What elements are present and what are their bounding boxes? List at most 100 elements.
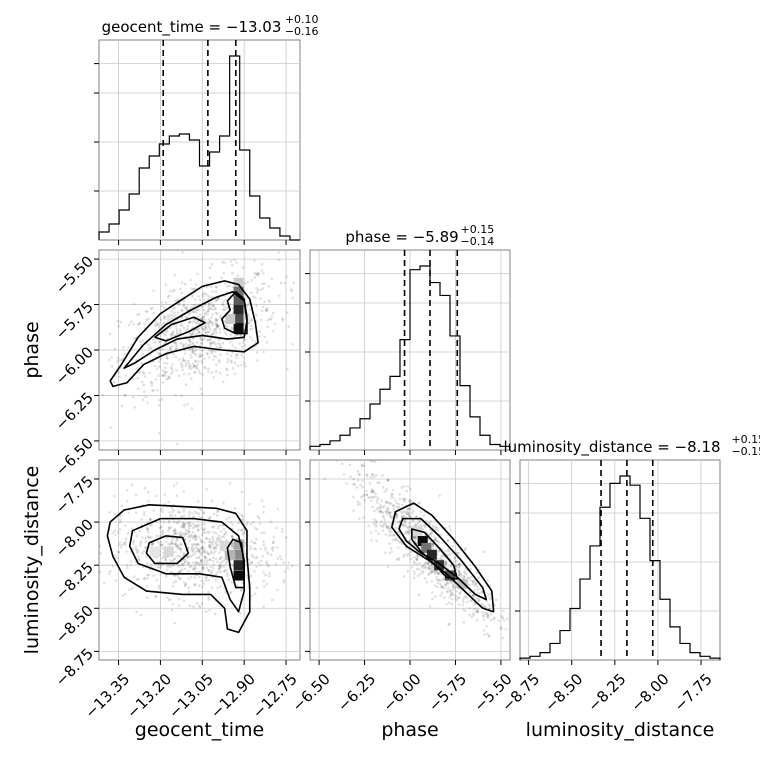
sample-point	[215, 326, 219, 329]
sample-point	[377, 510, 381, 513]
sample-point	[416, 556, 419, 559]
sample-point	[402, 498, 405, 501]
sample-point	[271, 549, 275, 552]
sample-point	[424, 566, 427, 570]
sample-point	[404, 511, 408, 514]
sample-point	[226, 574, 229, 577]
sample-point	[212, 327, 216, 331]
sample-point	[452, 582, 456, 585]
sample-point	[448, 525, 451, 528]
sample-point	[211, 556, 215, 559]
sample-point	[306, 576, 309, 579]
sample-point	[140, 362, 143, 365]
sample-point	[363, 498, 367, 502]
y-tick-label: −8.50	[52, 602, 97, 647]
sample-point	[400, 486, 404, 489]
sample-point	[187, 586, 190, 590]
sample-point	[211, 303, 215, 307]
sample-point	[208, 543, 212, 547]
sample-point	[123, 543, 127, 546]
sample-point	[353, 416, 356, 419]
sample-point	[365, 493, 369, 497]
sample-point	[383, 518, 386, 522]
sample-point	[414, 523, 418, 527]
sample-point	[157, 403, 161, 407]
sample-point	[146, 574, 149, 577]
sample-point	[440, 555, 443, 558]
sample-point	[219, 345, 222, 349]
sample-point	[168, 597, 172, 601]
sample-point	[231, 344, 234, 347]
sample-point	[396, 539, 400, 543]
sample-point	[365, 473, 369, 476]
sample-point	[446, 539, 450, 542]
sample-point	[120, 504, 124, 508]
sample-point	[402, 520, 406, 523]
sample-point	[145, 526, 149, 530]
title-lower: −0.16	[285, 25, 319, 38]
sample-point	[197, 369, 201, 373]
sample-point	[245, 523, 248, 526]
sample-point	[370, 490, 374, 494]
sample-point	[211, 290, 214, 293]
sample-point	[486, 632, 489, 635]
sample-point	[149, 518, 152, 522]
sample-point	[257, 272, 260, 275]
sample-point	[143, 511, 146, 514]
sample-point	[174, 355, 178, 359]
sample-point	[165, 569, 169, 572]
sample-point	[404, 546, 408, 550]
sample-point	[211, 543, 214, 546]
sample-point	[183, 561, 186, 564]
sample-point	[449, 581, 453, 584]
sample-point	[214, 370, 218, 373]
sample-point	[177, 544, 181, 548]
sample-point	[409, 526, 413, 529]
sample-point	[169, 559, 172, 562]
sample-point	[436, 585, 439, 589]
sample-point	[147, 536, 151, 540]
sample-point	[262, 543, 265, 547]
sample-point	[249, 335, 252, 339]
sample-point	[207, 590, 210, 594]
sample-point	[132, 302, 136, 306]
sample-point	[413, 536, 416, 539]
sample-point	[110, 356, 114, 360]
sample-point	[413, 537, 417, 540]
sample-point	[271, 541, 275, 544]
sample-point	[147, 343, 151, 347]
sample-point	[200, 546, 204, 549]
sample-point	[427, 562, 431, 566]
sample-point	[389, 523, 393, 526]
sample-point	[211, 560, 215, 563]
sample-point	[391, 496, 395, 499]
title-upper: +0.10	[285, 13, 319, 26]
sample-point	[220, 535, 224, 539]
sample-point	[203, 298, 206, 302]
sample-point	[192, 287, 195, 291]
sample-point	[209, 306, 213, 309]
sample-point	[463, 596, 466, 599]
sample-point	[152, 289, 155, 293]
sample-point	[149, 536, 153, 540]
sample-point	[219, 557, 222, 560]
sample-point	[292, 281, 295, 285]
sample-point	[400, 503, 404, 507]
title-lower: −0.15	[731, 445, 760, 458]
sample-point	[398, 541, 401, 544]
sample-point	[224, 333, 228, 336]
sample-point	[156, 388, 159, 392]
sample-point	[401, 515, 404, 518]
sample-point	[196, 363, 199, 366]
sample-point	[174, 325, 178, 328]
y-axis-title-phase: phase	[21, 321, 43, 378]
sample-point	[255, 304, 258, 308]
sample-point	[199, 387, 202, 390]
sample-point	[203, 527, 207, 530]
sample-point	[148, 517, 152, 521]
sample-point	[155, 534, 159, 538]
sample-point	[207, 530, 211, 534]
sample-point	[173, 311, 176, 314]
sample-point	[182, 522, 185, 526]
sample-point	[397, 546, 400, 549]
